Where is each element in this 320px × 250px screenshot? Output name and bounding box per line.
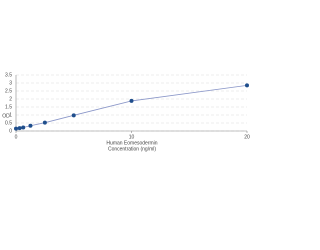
chart: OD Human Eomesodermin Concentration (ng/… [2, 72, 250, 152]
x-tick-label: 0 [15, 134, 18, 140]
y-tick-label: 1 [9, 112, 12, 118]
data-point [71, 113, 76, 118]
data-point [21, 125, 26, 130]
y-tick-label: 3.5 [5, 72, 12, 78]
x-tick-label: 10 [129, 134, 135, 140]
x-axis-label: Human Eomesodermin [106, 140, 157, 146]
y-tick-label: 0 [9, 128, 12, 134]
data-point [17, 126, 22, 131]
y-tick-label: 2 [9, 96, 12, 102]
y-tick-label: 0.5 [5, 120, 12, 126]
y-tick-label: 1.5 [5, 104, 12, 110]
y-tick-label: 3 [9, 80, 12, 86]
y-axis-label: OD [2, 113, 10, 119]
x-axis-label: Concentration (ng/ml) [108, 146, 156, 152]
data-point [245, 83, 249, 88]
data-point [129, 98, 134, 103]
data-point [28, 123, 33, 128]
y-tick-label: 2.5 [5, 88, 12, 94]
data-point [14, 126, 18, 131]
data-point [42, 120, 47, 125]
x-tick-label: 20 [244, 134, 250, 140]
